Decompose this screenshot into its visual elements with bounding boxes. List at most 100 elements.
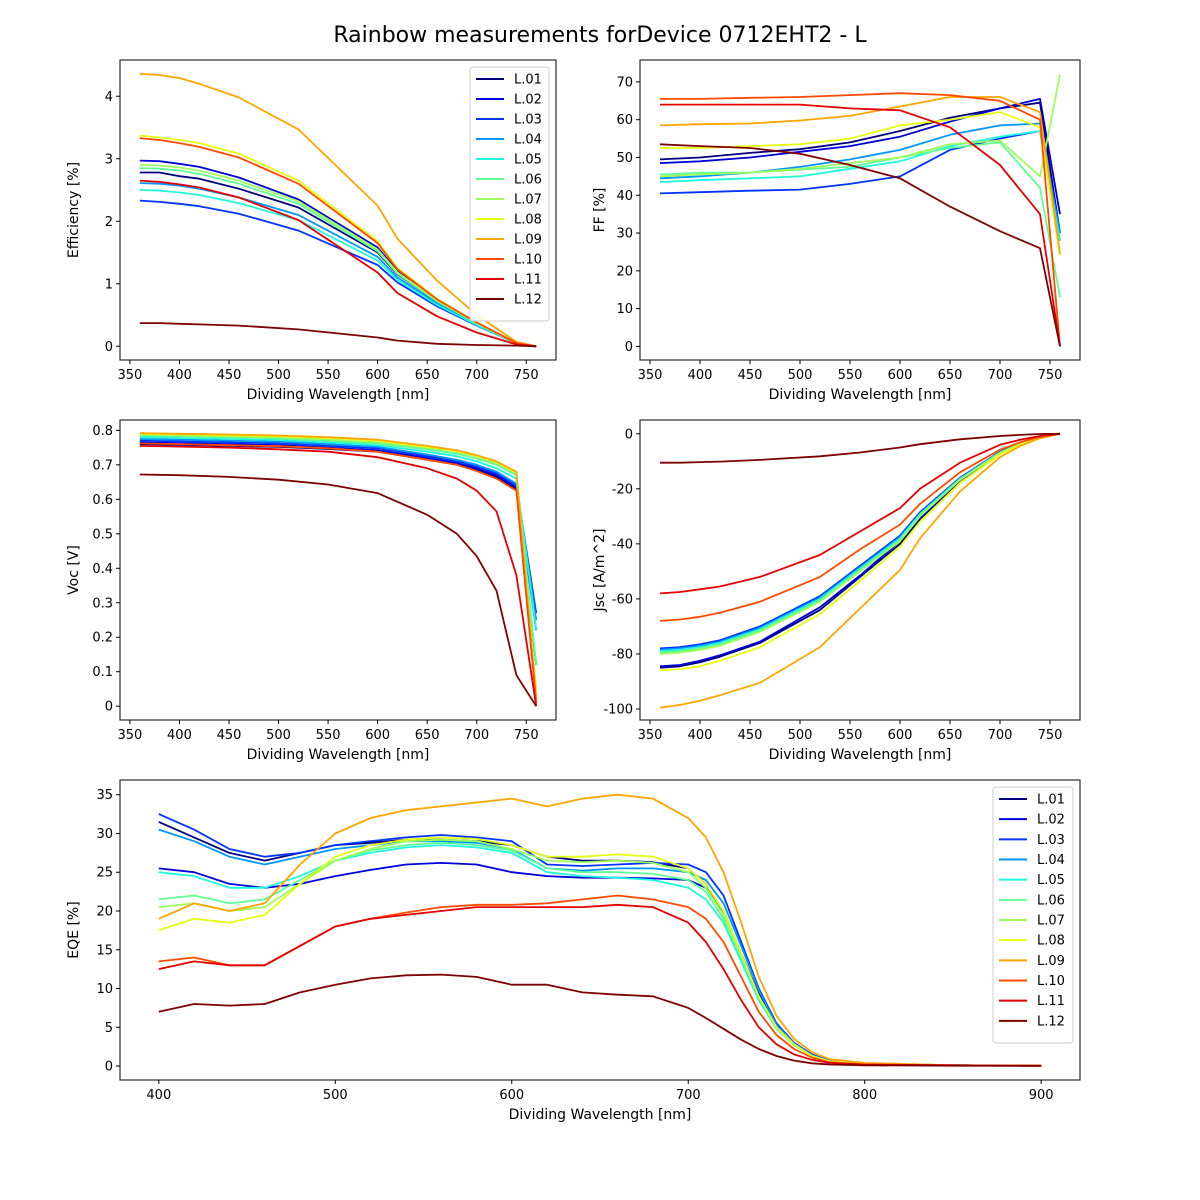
voc-series-line-L.02 (139, 441, 538, 631)
efficiency-xlabel: Dividing Wavelength [nm] (247, 387, 430, 403)
jsc-ytick-label: -80 (612, 647, 633, 662)
eqe-legend-label: L.05 (1037, 873, 1065, 888)
eqe-series-line-L.12 (158, 973, 1042, 1067)
efficiency-ytick-label: 0 (105, 340, 113, 355)
ff-xtick-label: 350 (638, 368, 663, 383)
ff-xtick-label: 550 (838, 368, 863, 383)
voc-series-line-L.12 (139, 473, 537, 707)
jsc-ytick-label: 0 (625, 427, 633, 442)
voc-plot-frame (119, 419, 557, 721)
voc-ytick-label: 0.4 (92, 562, 113, 577)
ff-series-line-L.05 (659, 130, 1061, 241)
efficiency-legend-label: L.11 (514, 273, 542, 288)
eqe-series-line-L.09 (158, 793, 1042, 1067)
eqe-legend-label: L.11 (1037, 994, 1065, 1009)
voc-xtick-label: 350 (117, 728, 142, 743)
jsc-xtick-label: 550 (838, 728, 863, 743)
voc-series-line-L.06 (139, 434, 538, 665)
efficiency-ytick-label: 4 (105, 90, 113, 105)
jsc-series-group (659, 432, 1061, 709)
ff-ylabel: FF [%] (592, 188, 608, 233)
eqe-plot-frame (119, 779, 1081, 1081)
voc-ytick-label: 0.2 (92, 631, 113, 646)
voc-ytick-label: 0.6 (92, 493, 113, 508)
jsc-series-line-L.10 (659, 432, 1061, 622)
eqe-legend-label: L.12 (1037, 1014, 1065, 1029)
eqe-series-line-L.11 (158, 903, 1042, 1067)
ff-ytick-label: 30 (616, 227, 633, 242)
eqe-axes: 400 500 600 700 800 900 0 5 10 15 20 25 30 35 Dividing… (66, 779, 1081, 1123)
eqe-legend-label: L.10 (1037, 974, 1065, 989)
efficiency-series-group (139, 72, 537, 348)
ff-ytick-label: 40 (616, 189, 633, 204)
efficiency-xtick-label: 450 (217, 368, 242, 383)
ff-series-line-L.01 (659, 101, 1061, 234)
jsc-xtick-label: 750 (1038, 728, 1063, 743)
voc-xtick-label: 450 (217, 728, 242, 743)
eqe-xtick-label: 900 (1029, 1088, 1054, 1103)
voc-axes: 350 400 450 500 550 600 650 700 750 0 0.1 0.2 0.3 0.4… (66, 419, 557, 763)
eqe-legend-label: L.01 (1037, 793, 1065, 808)
ff-series-line-L.11 (660, 103, 1061, 347)
ff-plot-frame (639, 59, 1081, 361)
eqe-legend-label: L.03 (1037, 833, 1065, 848)
figure-title: Rainbow measurements forDevice 0712EHT2 … (333, 23, 867, 48)
efficiency-xtick-label: 600 (365, 368, 390, 383)
efficiency-legend-label: L.02 (514, 93, 542, 108)
efficiency-legend-label: L.07 (514, 193, 542, 208)
ff-series-group (659, 74, 1061, 347)
ff-ytick-label: 60 (616, 113, 633, 128)
efficiency-ytick-label: 2 (105, 215, 113, 230)
efficiency-plot-frame (119, 59, 557, 361)
voc-series-group (139, 432, 538, 707)
efficiency-xtick-label: 700 (464, 368, 489, 383)
voc-xtick-label: 750 (514, 728, 539, 743)
efficiency-xtick-label: 400 (167, 368, 192, 383)
ff-series-line-L.06 (659, 141, 1061, 298)
eqe-ytick-label: 5 (105, 1021, 113, 1036)
voc-ytick-label: 0 (105, 700, 113, 715)
efficiency-legend-frame (469, 66, 550, 322)
jsc-xtick-label: 350 (638, 728, 663, 743)
voc-xtick-label: 650 (415, 728, 440, 743)
efficiency-xtick-label: 650 (415, 368, 440, 383)
efficiency-axes: 350 400 450 500 550 600 650 700 750 0 1 2 3 4 Dividing… (66, 59, 557, 403)
ff-ytick-label: 50 (616, 151, 633, 166)
efficiency-xtick-label: 350 (117, 368, 142, 383)
jsc-ytick-label: -20 (612, 482, 633, 497)
ff-ytick-label: 20 (616, 264, 633, 279)
voc-series-line-L.09 (139, 432, 538, 700)
voc-xtick-label: 700 (464, 728, 489, 743)
eqe-ytick-label: 15 (96, 943, 113, 958)
jsc-plot-frame (639, 419, 1081, 721)
jsc-xtick-label: 450 (738, 728, 763, 743)
efficiency-legend-label: L.08 (514, 213, 542, 228)
eqe-xtick-label: 700 (676, 1088, 701, 1103)
jsc-ytick-label: -40 (612, 537, 633, 552)
eqe-xtick-label: 800 (852, 1088, 877, 1103)
jsc-xtick-label: 400 (688, 728, 713, 743)
efficiency-series-line-L.10 (139, 137, 537, 348)
voc-series-line-L.03 (139, 439, 538, 614)
eqe-legend-label: L.09 (1037, 954, 1065, 969)
ff-ytick-label: 0 (625, 340, 633, 355)
efficiency-legend-label: L.04 (514, 133, 542, 148)
ff-series-line-L.09 (659, 96, 1061, 254)
jsc-xtick-label: 500 (788, 728, 813, 743)
jsc-axes: 350 400 450 500 550 600 650 700 750 -100 -80 -60 -40… (592, 419, 1081, 763)
ff-xtick-label: 650 (938, 368, 963, 383)
ff-xtick-label: 700 (988, 368, 1013, 383)
voc-series-line-L.04 (139, 438, 538, 621)
ff-ytick-label: 70 (616, 75, 633, 90)
ff-xtick-label: 500 (788, 368, 813, 383)
efficiency-legend-label: L.01 (514, 73, 542, 88)
eqe-legend-frame (992, 786, 1074, 1044)
eqe-ytick-label: 10 (96, 982, 113, 997)
axes-layer: 350 400 450 500 550 600 650 700 75001234Dividing… (66, 59, 1081, 1123)
eqe-legend-label: L.02 (1037, 813, 1065, 828)
efficiency-series-line-L.12 (139, 322, 537, 348)
ff-xtick-label: 450 (738, 368, 763, 383)
voc-ytick-label: 0.1 (92, 665, 113, 680)
jsc-series-line-L.11 (659, 432, 1061, 595)
voc-ytick-label: 0.3 (92, 596, 113, 611)
